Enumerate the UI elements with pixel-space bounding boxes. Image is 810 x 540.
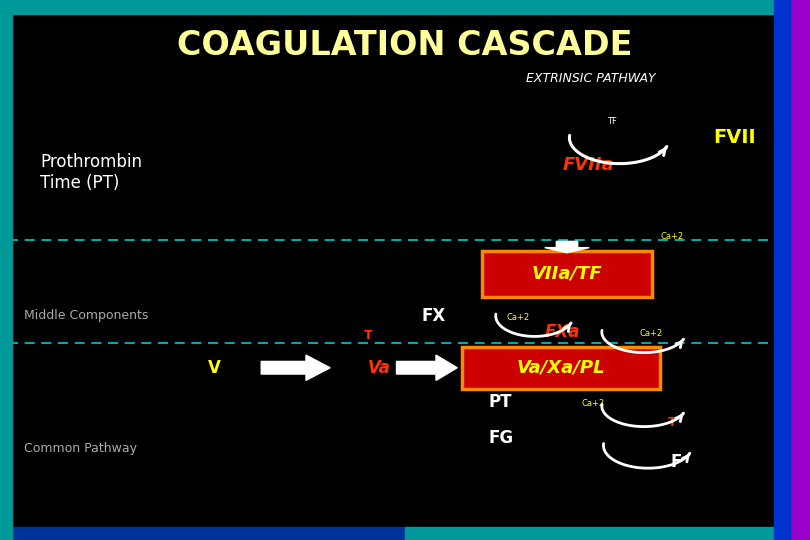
Text: Common Pathway: Common Pathway	[24, 442, 138, 455]
Text: FVII: FVII	[713, 128, 756, 147]
Text: Va/Xa/PL: Va/Xa/PL	[516, 359, 605, 377]
FancyBboxPatch shape	[462, 347, 660, 389]
Bar	[790, 0, 810, 540]
Text: T: T	[668, 416, 676, 429]
Text: FG: FG	[488, 429, 514, 448]
Text: Ca+2: Ca+2	[640, 329, 663, 338]
Text: Prothrombin
Time (PT): Prothrombin Time (PT)	[40, 153, 143, 192]
Polygon shape	[544, 241, 589, 253]
Text: COAGULATION CASCADE: COAGULATION CASCADE	[177, 29, 633, 63]
Bar	[0, 0, 810, 14]
Text: Ca+2: Ca+2	[506, 313, 530, 322]
Text: VIIa/TF: VIIa/TF	[531, 265, 603, 283]
Text: FVIIa: FVIIa	[563, 156, 615, 174]
Polygon shape	[397, 355, 457, 380]
Text: FXa: FXa	[544, 323, 580, 341]
Text: PT: PT	[488, 393, 513, 411]
Text: FX: FX	[421, 307, 446, 325]
Text: Ca+2: Ca+2	[582, 400, 605, 408]
Text: Va: Va	[368, 359, 390, 377]
Text: TF: TF	[607, 117, 616, 126]
Bar	[0, 0, 12, 540]
FancyBboxPatch shape	[482, 251, 652, 297]
Bar	[0, 526, 405, 540]
Bar	[405, 526, 810, 540]
Text: EXTRINSIC PATHWAY: EXTRINSIC PATHWAY	[526, 72, 656, 85]
Text: T: T	[364, 329, 373, 342]
Polygon shape	[261, 355, 330, 380]
Text: Ca+2: Ca+2	[660, 232, 684, 241]
Text: F: F	[671, 453, 682, 471]
Text: Middle Components: Middle Components	[24, 309, 149, 322]
Text: V: V	[208, 359, 221, 377]
Bar	[774, 0, 790, 540]
